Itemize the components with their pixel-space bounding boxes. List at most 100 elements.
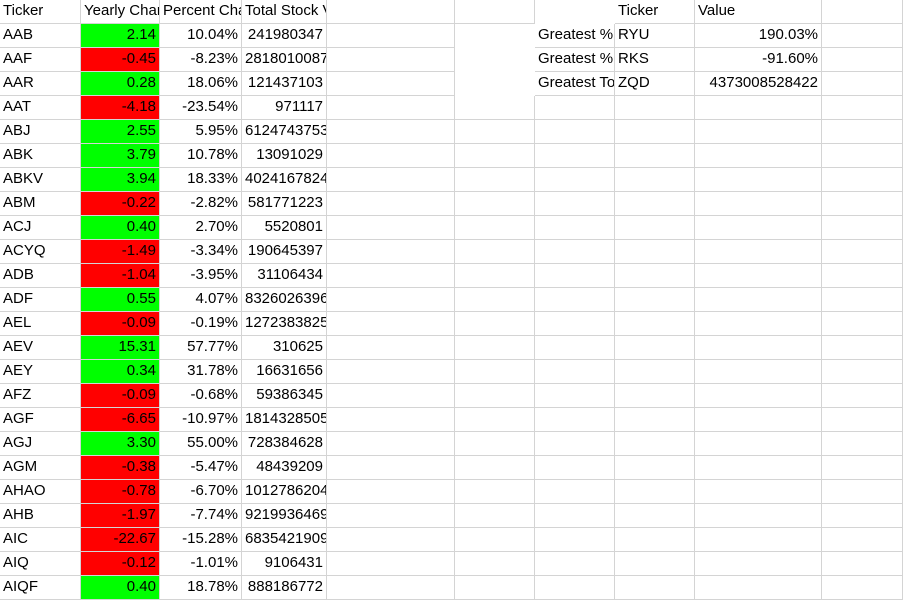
sheet-cell[interactable] [535, 336, 615, 360]
sheet-cell[interactable] [615, 264, 695, 288]
percent-change-cell[interactable]: -1.01% [160, 552, 242, 576]
percent-change-cell[interactable]: 57.77% [160, 336, 242, 360]
sheet-cell[interactable] [327, 312, 455, 336]
sheet-cell[interactable] [535, 120, 615, 144]
sheet-cell[interactable] [455, 576, 535, 600]
column-header-cell[interactable]: Yearly Change [81, 0, 160, 24]
yearly-change-cell[interactable]: -1.04 [81, 264, 160, 288]
total-volume-cell[interactable]: 48439209 [242, 456, 327, 480]
sheet-cell[interactable] [455, 0, 535, 24]
percent-change-cell[interactable]: 31.78% [160, 360, 242, 384]
sheet-cell[interactable] [615, 312, 695, 336]
total-volume-cell[interactable]: 190645397 [242, 240, 327, 264]
ticker-cell[interactable]: AAR [0, 72, 81, 96]
sheet-cell[interactable] [822, 408, 903, 432]
sheet-cell[interactable] [695, 24, 822, 48]
column-header-cell[interactable]: Ticker [0, 0, 81, 24]
percent-change-cell[interactable]: 55.00% [160, 432, 242, 456]
sheet-cell[interactable] [455, 408, 535, 432]
sheet-cell[interactable] [822, 288, 903, 312]
sheet-cell[interactable] [822, 216, 903, 240]
ticker-cell[interactable]: AHAO [0, 480, 81, 504]
total-volume-cell[interactable]: 31106434 [242, 264, 327, 288]
sheet-cell[interactable] [327, 384, 455, 408]
sheet-cell[interactable] [327, 408, 455, 432]
sheet-cell[interactable] [535, 96, 615, 120]
column-header-cell[interactable]: Percent Change [160, 0, 242, 24]
yearly-change-cell[interactable]: -0.09 [81, 312, 160, 336]
ticker-cell[interactable]: ADF [0, 288, 81, 312]
sheet-cell[interactable] [327, 432, 455, 456]
summary-header-ticker[interactable]: Ticker [615, 0, 695, 24]
sheet-cell[interactable] [327, 336, 455, 360]
sheet-cell[interactable] [695, 504, 822, 528]
sheet-cell[interactable] [615, 456, 695, 480]
sheet-cell[interactable] [455, 192, 535, 216]
sheet-cell[interactable] [822, 360, 903, 384]
sheet-cell[interactable] [535, 216, 615, 240]
sheet-cell[interactable] [455, 480, 535, 504]
sheet-cell[interactable] [455, 264, 535, 288]
sheet-cell[interactable] [822, 336, 903, 360]
sheet-cell[interactable] [695, 336, 822, 360]
percent-change-cell[interactable]: 10.04% [160, 24, 242, 48]
sheet-cell[interactable] [535, 408, 615, 432]
sheet-cell[interactable] [615, 96, 695, 120]
sheet-cell[interactable] [822, 552, 903, 576]
sheet-cell[interactable] [822, 192, 903, 216]
column-header-cell[interactable]: Total Stock Volume [242, 0, 327, 24]
sheet-cell[interactable] [327, 120, 455, 144]
sheet-cell[interactable] [615, 216, 695, 240]
sheet-cell[interactable] [327, 144, 455, 168]
yearly-change-cell[interactable]: 15.31 [81, 336, 160, 360]
yearly-change-cell[interactable]: -22.67 [81, 528, 160, 552]
sheet-cell[interactable] [822, 120, 903, 144]
sheet-cell[interactable] [695, 384, 822, 408]
sheet-cell[interactable] [822, 312, 903, 336]
yearly-change-cell[interactable]: -6.65 [81, 408, 160, 432]
percent-change-cell[interactable]: -6.70% [160, 480, 242, 504]
yearly-change-cell[interactable]: 2.55 [81, 120, 160, 144]
sheet-cell[interactable] [695, 480, 822, 504]
sheet-cell[interactable] [455, 336, 535, 360]
sheet-cell[interactable] [615, 144, 695, 168]
sheet-cell[interactable] [455, 216, 535, 240]
sheet-cell[interactable] [822, 72, 903, 96]
total-volume-cell[interactable]: 1814328505 [242, 408, 327, 432]
sheet-cell[interactable] [695, 168, 822, 192]
sheet-cell[interactable] [327, 48, 455, 72]
sheet-cell[interactable] [455, 432, 535, 456]
sheet-cell[interactable] [455, 384, 535, 408]
sheet-cell[interactable] [615, 432, 695, 456]
ticker-cell[interactable]: ACJ [0, 216, 81, 240]
sheet-cell[interactable] [695, 48, 822, 72]
percent-change-cell[interactable]: -0.19% [160, 312, 242, 336]
sheet-cell[interactable] [535, 576, 615, 600]
sheet-cell[interactable] [695, 144, 822, 168]
total-volume-cell[interactable]: 9106431 [242, 552, 327, 576]
sheet-cell[interactable] [327, 192, 455, 216]
sheet-cell[interactable] [695, 312, 822, 336]
ticker-cell[interactable]: ABJ [0, 120, 81, 144]
percent-change-cell[interactable]: 18.33% [160, 168, 242, 192]
sheet-cell[interactable] [822, 528, 903, 552]
ticker-cell[interactable]: ABK [0, 144, 81, 168]
sheet-cell[interactable] [615, 336, 695, 360]
sheet-cell[interactable] [455, 360, 535, 384]
summary-label-cell[interactable]: Greatest % Increase [535, 24, 615, 48]
total-volume-cell[interactable]: 121437103 [242, 72, 327, 96]
sheet-cell[interactable] [535, 528, 615, 552]
ticker-cell[interactable]: AGF [0, 408, 81, 432]
sheet-cell[interactable] [535, 288, 615, 312]
sheet-cell[interactable] [822, 144, 903, 168]
sheet-cell[interactable] [327, 360, 455, 384]
percent-change-cell[interactable]: 18.78% [160, 576, 242, 600]
total-volume-cell[interactable]: 13091029 [242, 144, 327, 168]
sheet-cell[interactable] [615, 552, 695, 576]
ticker-cell[interactable]: ADB [0, 264, 81, 288]
total-volume-cell[interactable]: 4024167824 [242, 168, 327, 192]
sheet-cell[interactable] [822, 456, 903, 480]
percent-change-cell[interactable]: -3.95% [160, 264, 242, 288]
sheet-cell[interactable] [695, 216, 822, 240]
sheet-cell[interactable] [615, 576, 695, 600]
